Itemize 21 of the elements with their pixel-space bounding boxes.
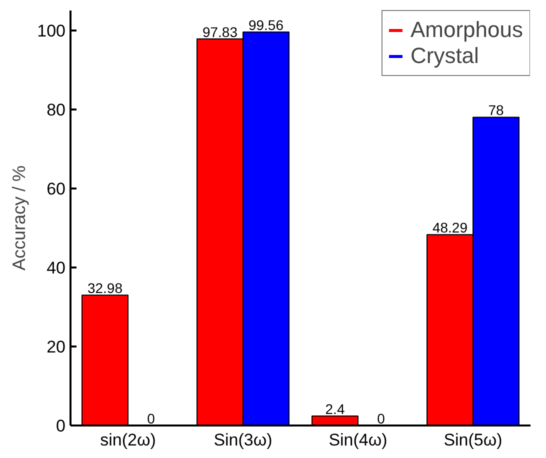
data-label: 0: [147, 410, 156, 426]
x-tick-label: sin(2ω): [100, 430, 156, 450]
y-tick-label: 0: [56, 416, 66, 436]
y-tick-label: 60: [46, 179, 66, 198]
legend-label: Amorphous: [410, 17, 523, 43]
y-axis-title: Accuracy / %: [9, 165, 30, 271]
data-label: 99.56: [248, 17, 284, 33]
data-label: 32.98: [87, 280, 123, 296]
x-tick-label: Sin(3ω): [214, 430, 272, 450]
x-tick-label: Sin(5ω): [444, 430, 502, 450]
data-label: 0: [377, 410, 386, 426]
y-tick-label: 100: [37, 21, 66, 40]
data-label: 2.4: [325, 401, 345, 418]
x-tick-label: Sin(4ω): [328, 430, 388, 450]
data-label: 78: [488, 102, 504, 118]
data-label: 48.29: [432, 220, 468, 236]
y-tick-label: 40: [46, 258, 66, 278]
legend-label: Crystal: [410, 43, 479, 69]
y-tick-label: 80: [46, 100, 66, 120]
y-tick-label: 20: [46, 337, 66, 356]
data-label: 97.83: [202, 24, 238, 40]
